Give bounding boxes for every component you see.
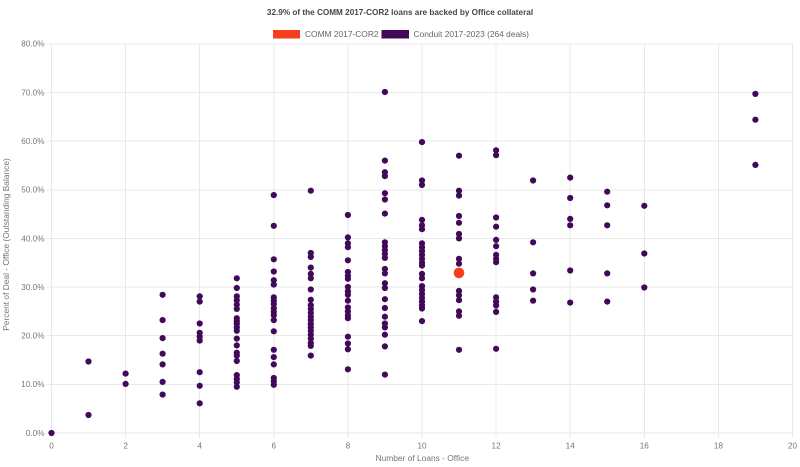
svg-text:70.0%: 70.0% [21,88,44,97]
svg-text:2: 2 [123,442,128,451]
svg-text:4: 4 [197,442,202,451]
svg-text:6: 6 [272,442,277,451]
svg-text:Number of Loans - Office: Number of Loans - Office [376,453,470,463]
svg-text:20.0%: 20.0% [21,332,44,341]
svg-text:Percent of Deal - Office (Outs: Percent of Deal - Office (Outstanding Ba… [1,158,11,331]
svg-text:50.0%: 50.0% [21,186,44,195]
svg-text:20: 20 [788,442,798,451]
svg-text:8: 8 [346,442,351,451]
svg-text:10: 10 [417,442,427,451]
svg-text:10.0%: 10.0% [21,380,44,389]
svg-text:30.0%: 30.0% [21,283,44,292]
svg-text:12: 12 [492,442,502,451]
svg-text:60.0%: 60.0% [21,137,44,146]
svg-text:32.9% of the COMM 2017-COR2 lo: 32.9% of the COMM 2017-COR2 loans are ba… [267,8,533,17]
svg-text:16: 16 [640,442,650,451]
svg-text:0.0%: 0.0% [26,429,45,438]
svg-text:Conduit 2017-2023 (264 deals): Conduit 2017-2023 (264 deals) [414,29,530,39]
svg-text:COMM 2017-COR2: COMM 2017-COR2 [305,29,379,39]
svg-text:80.0%: 80.0% [21,40,44,49]
svg-text:14: 14 [566,442,576,451]
svg-text:40.0%: 40.0% [21,234,44,243]
svg-text:0: 0 [49,442,54,451]
svg-text:18: 18 [714,442,724,451]
